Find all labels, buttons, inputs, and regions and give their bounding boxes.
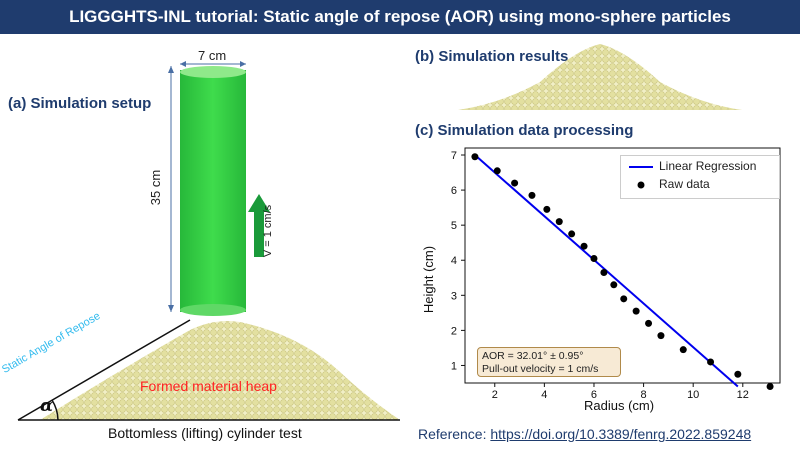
aor-value: AOR = 32.01° ± 0.95° xyxy=(482,350,584,362)
chart-ylabel: Height (cm) xyxy=(421,245,437,314)
x-tick-label: 4 xyxy=(541,389,547,401)
y-tick-label: 3 xyxy=(451,290,457,302)
raw-data-point xyxy=(528,191,536,199)
aor-annotation: AOR = 32.01° ± 0.95° Pull-out velocity =… xyxy=(477,347,621,377)
x-tick-label: 10 xyxy=(687,389,699,401)
raw-data-point xyxy=(610,281,618,289)
alpha-symbol: α xyxy=(40,396,54,416)
results-heap xyxy=(458,44,742,110)
raw-data-point xyxy=(543,205,551,213)
x-tick-label: 2 xyxy=(492,389,498,401)
raw-data-point xyxy=(568,230,576,238)
cylinder xyxy=(180,70,246,312)
pullout-velocity: Pull-out velocity = 1 cm/s xyxy=(482,363,599,375)
title-banner: LIGGGHTS-INL tutorial: Static angle of r… xyxy=(0,0,800,34)
raw-data-point xyxy=(471,153,479,161)
panel-a-label: (a) Simulation setup xyxy=(8,95,152,112)
raw-data-point xyxy=(555,218,563,226)
angle-arc xyxy=(51,399,59,421)
panel-c-label: (c) Simulation data processing xyxy=(415,122,634,139)
cylinder-top xyxy=(180,66,246,78)
raw-data-point xyxy=(632,307,640,315)
panel-b-label: (b) Simulation results xyxy=(415,48,569,65)
legend-dot-swatch xyxy=(637,181,645,189)
setup-caption: Bottomless (lifting) cylinder test xyxy=(108,425,302,441)
raw-data-point xyxy=(679,346,687,354)
velocity-label: V = 1 cm/s xyxy=(262,204,275,258)
reference-prefix: Reference: xyxy=(418,426,491,442)
velocity-arrow-shaft xyxy=(254,212,264,257)
raw-data-point xyxy=(493,167,501,175)
legend-entry-regression: Linear Regression xyxy=(659,159,757,173)
y-tick-label: 2 xyxy=(451,325,457,337)
x-tick-label: 6 xyxy=(591,389,597,401)
raw-data-point xyxy=(620,295,628,303)
x-tick-label: 8 xyxy=(641,389,647,401)
legend-entry-raw: Raw data xyxy=(659,177,710,191)
reference: Reference: https://doi.org/10.3389/fenrg… xyxy=(418,426,751,442)
raw-data-point xyxy=(707,358,715,366)
material-heap xyxy=(40,321,400,420)
raw-data-point xyxy=(590,254,598,262)
raw-data-point xyxy=(766,383,774,391)
x-tick-label: 12 xyxy=(737,389,749,401)
y-tick-label: 5 xyxy=(451,220,457,232)
page-title: LIGGGHTS-INL tutorial: Static angle of r… xyxy=(69,7,731,26)
raw-data-point xyxy=(580,242,588,250)
reference-link[interactable]: https://doi.org/10.3389/fenrg.2022.85924… xyxy=(490,426,752,442)
raw-data-point xyxy=(600,269,608,277)
chart-xlabel: Radius (cm) xyxy=(584,398,655,413)
chart-legend: Linear Regression Raw data xyxy=(620,155,780,199)
velocity-arrow-head xyxy=(248,194,270,212)
y-tick-label: 4 xyxy=(451,255,457,267)
angle-line xyxy=(17,319,191,421)
y-tick-label: 1 xyxy=(451,360,457,372)
raw-data-point xyxy=(734,370,742,378)
height-label: 35 cm xyxy=(148,169,164,206)
raw-data-point xyxy=(511,179,519,187)
y-tick-label: 7 xyxy=(451,150,457,162)
raw-data-point xyxy=(645,319,653,327)
raw-data-point xyxy=(657,332,665,340)
width-label: 7 cm xyxy=(198,48,227,63)
y-tick-label: 6 xyxy=(451,185,457,197)
heap-label: Formed material heap xyxy=(140,378,277,394)
cylinder-bottom xyxy=(180,304,246,316)
